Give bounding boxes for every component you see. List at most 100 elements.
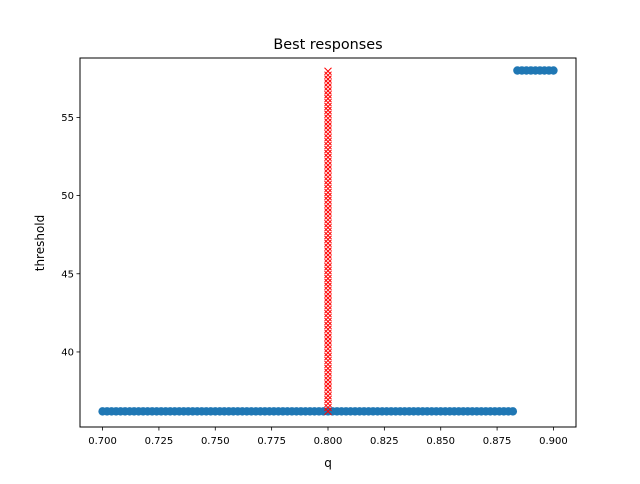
data-point-x	[324, 286, 332, 295]
data-point-x	[324, 145, 332, 154]
data-point-x	[324, 165, 332, 173]
x-axis-label: q	[324, 456, 332, 470]
data-point-x	[324, 364, 332, 373]
data-point-x	[324, 333, 332, 341]
data-point-x	[324, 266, 332, 275]
data-point-x	[324, 110, 332, 119]
data-point-x	[324, 137, 332, 146]
plot-area	[79, 57, 577, 428]
data-point-x	[324, 305, 332, 314]
data-point-x	[324, 384, 332, 392]
data-point-x	[324, 407, 332, 416]
data-point-x	[324, 215, 332, 224]
data-point	[508, 407, 518, 416]
data-point-x	[324, 282, 332, 291]
data-point-x	[324, 161, 332, 169]
data-point-x	[324, 153, 332, 162]
data-point-x	[324, 368, 332, 377]
data-point-x	[324, 255, 332, 263]
data-point-x	[324, 208, 332, 216]
x-tick-label: 0.775	[257, 436, 286, 447]
data-point-x	[324, 380, 332, 388]
data-point-x	[324, 223, 332, 232]
data-point-x	[324, 243, 332, 252]
x-tick-label: 0.725	[145, 436, 174, 447]
data-point-x	[324, 114, 332, 123]
data-point-x	[324, 325, 332, 334]
data-point-x	[324, 262, 332, 271]
data-point-x	[324, 372, 332, 381]
data-point-x	[324, 141, 332, 150]
data-point-x	[324, 212, 332, 220]
data-point-x	[324, 376, 332, 384]
data-point	[549, 66, 558, 75]
y-axis: 40 45 50 55	[61, 113, 80, 359]
data-point-x	[324, 169, 332, 177]
x-tick-label: 0.900	[539, 436, 568, 447]
data-point-x	[324, 348, 332, 357]
data-point-x	[324, 149, 332, 158]
y-tick-label: 50	[61, 191, 74, 202]
data-point-x	[324, 172, 332, 181]
data-point-x	[324, 239, 332, 248]
data-point-x	[324, 176, 332, 185]
data-point-x	[324, 294, 332, 302]
x-tick-label: 0.800	[314, 436, 343, 447]
x-tick-label: 0.850	[426, 436, 455, 447]
data-point-x	[324, 122, 332, 130]
data-point-x	[324, 301, 332, 310]
data-point-x	[324, 192, 332, 201]
data-point-x	[324, 247, 332, 255]
data-point-x	[324, 251, 332, 259]
data-point-x	[324, 98, 332, 107]
data-point-x	[324, 278, 332, 287]
data-point-x	[324, 184, 332, 193]
data-point-x	[324, 106, 332, 115]
x-tick-label: 0.825	[370, 436, 399, 447]
data-point-x	[324, 79, 332, 87]
x-axis: 0.700 0.725 0.750 0.775 0.800 0.825 0.850 0.875…	[88, 427, 568, 447]
data-point-x	[324, 75, 332, 83]
series-layer	[98, 66, 558, 416]
data-point-x	[324, 337, 332, 345]
data-point-x	[324, 352, 332, 361]
data-point-x	[324, 126, 332, 134]
data-point-x	[324, 200, 332, 209]
data-point-x	[324, 235, 332, 244]
data-point-x	[324, 90, 332, 99]
data-point-x	[324, 298, 332, 306]
data-point-x	[324, 391, 332, 400]
data-point-x	[324, 270, 332, 279]
chart-title: Best responses	[273, 37, 382, 53]
data-point-x	[324, 321, 332, 330]
x-tick-label: 0.750	[201, 436, 230, 447]
data-point-x	[324, 290, 332, 298]
data-point-x	[324, 129, 332, 138]
data-point-x	[324, 344, 332, 353]
data-point-x	[324, 71, 332, 80]
data-point-x	[324, 356, 332, 365]
data-point-x	[324, 317, 332, 326]
data-point-x	[324, 395, 332, 404]
data-point-x	[324, 258, 332, 267]
data-point-x	[324, 133, 332, 142]
data-point-x	[324, 94, 332, 103]
x-tick-label: 0.875	[483, 436, 512, 447]
y-tick-label: 40	[61, 348, 74, 359]
data-point-x	[324, 180, 332, 189]
data-point-x	[324, 83, 332, 91]
data-point-x	[324, 387, 332, 396]
data-point-x	[324, 329, 332, 338]
data-point-x	[324, 309, 332, 318]
y-tick-label: 55	[61, 113, 74, 124]
data-point-x	[324, 196, 332, 205]
data-point-x	[324, 313, 332, 322]
y-axis-label: threshold	[33, 215, 47, 272]
data-point-x	[324, 157, 332, 166]
data-point-x	[324, 341, 332, 349]
data-point-x	[324, 399, 332, 408]
data-point-x	[324, 360, 332, 369]
data-point-x	[324, 86, 332, 95]
